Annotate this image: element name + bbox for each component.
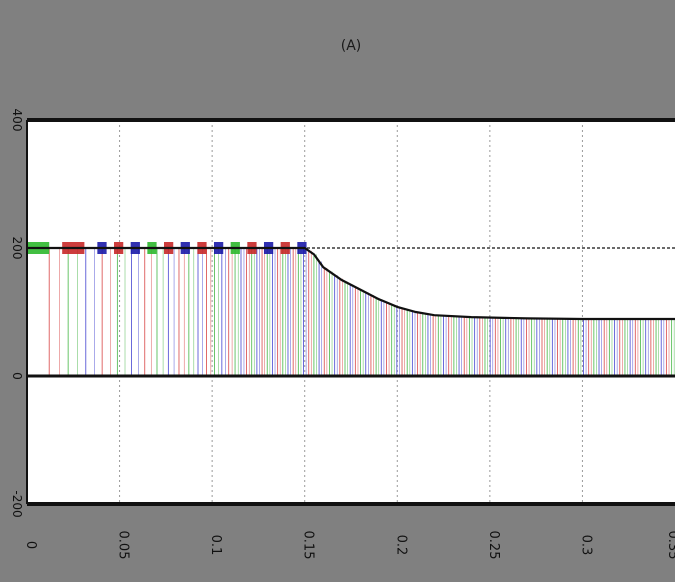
series-line [27,246,675,321]
x-tick-label: 0.05 [116,531,131,560]
y-tick-label: 0 [10,372,24,380]
x-tick-label: 0.1 [208,535,223,556]
y-tick-label: 400 [10,109,24,132]
x-tick-label: 0.25 [486,531,501,560]
x-tick-label: 0.3 [578,535,593,556]
chart-title: (A) [341,38,362,54]
x-tick-label: 0.2 [393,535,408,556]
y-tick-label: 200 [10,237,24,260]
y-tick-label: -200 [10,490,24,517]
x-tick-label: 0.15 [301,531,316,560]
axes: 0 0.05 0.1 0.15 0.2 0.25 0.3 0.35 -200 0 200 400 [10,109,675,560]
x-tick-label: 0 [23,541,38,549]
plot-area [27,120,675,504]
x-tick-label: 0.35 [665,531,675,560]
plot-clip [27,242,675,376]
